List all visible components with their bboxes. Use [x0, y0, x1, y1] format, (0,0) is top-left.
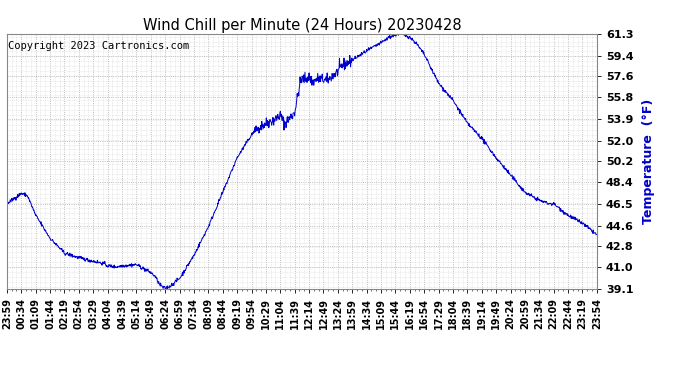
Y-axis label: Temperature  (°F): Temperature (°F)	[642, 99, 655, 224]
Text: Copyright 2023 Cartronics.com: Copyright 2023 Cartronics.com	[8, 41, 189, 51]
Title: Wind Chill per Minute (24 Hours) 20230428: Wind Chill per Minute (24 Hours) 2023042…	[143, 18, 461, 33]
